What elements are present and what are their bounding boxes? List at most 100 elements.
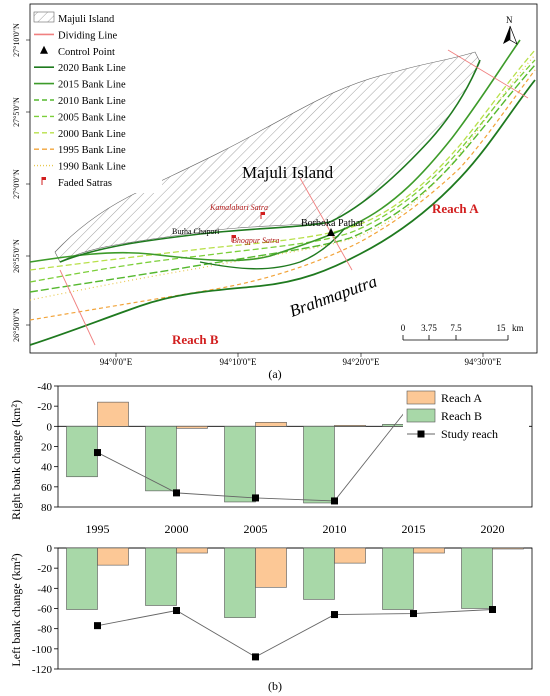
faded-satra-icon bbox=[231, 212, 265, 242]
chart-legend-marker-study-reach bbox=[417, 430, 425, 438]
chart-legend-label-0: Reach A bbox=[441, 391, 482, 405]
legend-label-5: 2010 Bank Line bbox=[58, 96, 126, 107]
left-plot-study-reach-point-2000 bbox=[173, 607, 180, 615]
legend-label-10: Faded Satras bbox=[58, 178, 112, 189]
left-plot-bar-reach-b-2010 bbox=[303, 547, 335, 600]
bank-line-2005 bbox=[30, 59, 536, 283]
longitude-labels: 94°0'0"E 94°10'0"E 94°20'0"E 94°30'0"E bbox=[100, 353, 502, 367]
right-plot-ytick-5: -20 bbox=[37, 401, 52, 413]
map-legend: Majuli Island Dividing Line Control Point 2… bbox=[31, 5, 162, 193]
bank-lines bbox=[30, 39, 536, 346]
left-plot-bar-reach-a-2005 bbox=[255, 547, 287, 588]
left-plot-bar-reach-a-2020 bbox=[492, 547, 524, 550]
right-plot-bar-reach-a-1995 bbox=[97, 401, 129, 427]
right-plot-bar-reach-a-2000 bbox=[176, 426, 208, 429]
right-plot-ytick-1: 60 bbox=[41, 482, 53, 494]
right-plot-bar-reach-b-2000 bbox=[145, 426, 177, 492]
category-label-2015: 2015 bbox=[402, 522, 426, 536]
bank-line-2015 bbox=[30, 39, 521, 263]
channel-braid bbox=[199, 227, 346, 270]
legend-label-2: Control Point bbox=[58, 47, 115, 58]
lat-label-4: 26°50'0"N bbox=[12, 308, 21, 342]
left-plot-frame bbox=[57, 547, 533, 670]
left-plot-bar-reach-b-2020 bbox=[461, 547, 493, 609]
chart-legend-swatch-reach-a bbox=[406, 390, 436, 405]
lon-label-3: 94°30'0"E bbox=[465, 357, 502, 367]
dividing-line-mid bbox=[299, 177, 353, 271]
right-bank-ylabel: Right bank change (km²) bbox=[9, 400, 23, 520]
reach-b-label: Reach B bbox=[172, 332, 219, 347]
right-plot-bar-reach-a-2005 bbox=[255, 421, 287, 427]
right-plot-bar-reach-a-2010 bbox=[334, 425, 366, 427]
north-label: N bbox=[506, 15, 513, 25]
right-plot-study-reach-point-2000 bbox=[173, 489, 180, 497]
category-label-2000: 2000 bbox=[165, 522, 189, 536]
legend-symbol-0 bbox=[33, 11, 55, 23]
site-label-burha: Burha Chapori bbox=[172, 227, 220, 236]
right-plot-bar-reach-b-2010 bbox=[303, 426, 335, 504]
bank-line-2010 bbox=[30, 64, 536, 293]
right-plot-study-reach-point-2005 bbox=[252, 494, 259, 502]
chart-panel: 80 60 40 20 0 -20 -40 0 -20 -40 -60 -80 -100 -120 19… bbox=[9, 381, 533, 693]
legend-label-0: Majuli Island bbox=[58, 14, 115, 25]
majuli-island-area bbox=[54, 51, 481, 263]
site-label-bhogpur: Bhogpur Satra bbox=[232, 236, 279, 245]
left-plot-ytick-6: -120 bbox=[32, 664, 53, 676]
lat-label-0: 27°10'0"N bbox=[12, 23, 21, 57]
map-panel: Majuli Island Brahmaputra Reach A Reach … bbox=[12, 3, 538, 381]
site-label-kamalabari: Kamalabari Satra bbox=[209, 203, 268, 212]
category-label-2010: 2010 bbox=[323, 522, 347, 536]
control-point-icon bbox=[327, 228, 335, 236]
right-plot-ytick-6: -40 bbox=[37, 381, 52, 393]
right-plot-ytick-4: 0 bbox=[47, 421, 53, 433]
bank-line-2020-inner bbox=[59, 59, 481, 263]
right-plot-ytick-3: 20 bbox=[41, 442, 53, 454]
scale-tick-3: 15 bbox=[497, 323, 507, 333]
left-plot-bar-reach-a-2000 bbox=[176, 547, 208, 554]
chart-legend-label-1: Reach B bbox=[441, 409, 482, 423]
scale-tick-0: 0 bbox=[401, 323, 406, 333]
scale-tick-2: 7.5 bbox=[450, 323, 462, 333]
left-plot-study-reach-point-2020 bbox=[489, 606, 496, 614]
left-plot-ytick-2: -40 bbox=[37, 583, 52, 595]
map-caption: (a) bbox=[268, 367, 281, 381]
left-plot-study-reach-point-1995 bbox=[94, 622, 101, 630]
left-plot-bar-reach-b-2005 bbox=[224, 547, 256, 618]
legend-label-8: 1995 Bank Line bbox=[58, 145, 126, 156]
bank-line-2020 bbox=[30, 79, 536, 346]
lon-label-0: 94°0'0"E bbox=[100, 357, 133, 367]
left-plot-bar-reach-b-2000 bbox=[145, 547, 177, 606]
scale-tick-1: 3.75 bbox=[421, 323, 437, 333]
category-label-2020: 2020 bbox=[481, 522, 505, 536]
left-plot-bar-reach-a-2010 bbox=[334, 547, 366, 564]
right-plot-ytick-0: 80 bbox=[41, 502, 53, 514]
chart-legend: Reach A Reach B Study reach bbox=[403, 387, 529, 445]
legend-symbol-10 bbox=[41, 177, 46, 185]
lat-label-1: 27°5'0"N bbox=[12, 97, 21, 127]
legend-label-7: 2000 Bank Line bbox=[58, 129, 126, 140]
right-plot-bar-reach-b-1995 bbox=[66, 426, 98, 478]
left-plot-study-reach-point-2015 bbox=[410, 610, 417, 618]
left-plot-ytick-4: -80 bbox=[37, 624, 52, 636]
left-plot-ytick-5: -100 bbox=[32, 644, 53, 656]
left-plot-ytick-1: -20 bbox=[37, 563, 52, 575]
left-bank-plot: 0 -20 -40 -60 -80 -100 -120 bbox=[32, 543, 533, 676]
left-plot-study-reach-point-2005 bbox=[252, 653, 259, 661]
right-plot-ytick-2: 40 bbox=[41, 462, 53, 474]
right-plot-study-reach-point-2010 bbox=[331, 497, 338, 505]
legend-symbol-2 bbox=[40, 45, 48, 54]
chart-legend-label-2: Study reach bbox=[441, 427, 498, 441]
left-plot-bar-reach-a-1995 bbox=[97, 547, 129, 566]
lon-label-1: 94°10'0"E bbox=[220, 357, 257, 367]
bank-line-1995 bbox=[30, 69, 536, 321]
legend-label-4: 2015 Bank Line bbox=[58, 80, 126, 91]
left-plot-ytick-0: 0 bbox=[47, 543, 53, 555]
dividing-line-b bbox=[59, 269, 96, 346]
island-label: Majuli Island bbox=[242, 163, 334, 182]
legend-label-3: 2020 Bank Line bbox=[58, 63, 126, 74]
lat-label-3: 26°55'0"N bbox=[12, 239, 21, 273]
right-plot-study-reach-point-1995 bbox=[94, 449, 101, 457]
left-plot-ytick-3: -60 bbox=[37, 604, 52, 616]
legend-label-1: Dividing Line bbox=[58, 30, 118, 41]
